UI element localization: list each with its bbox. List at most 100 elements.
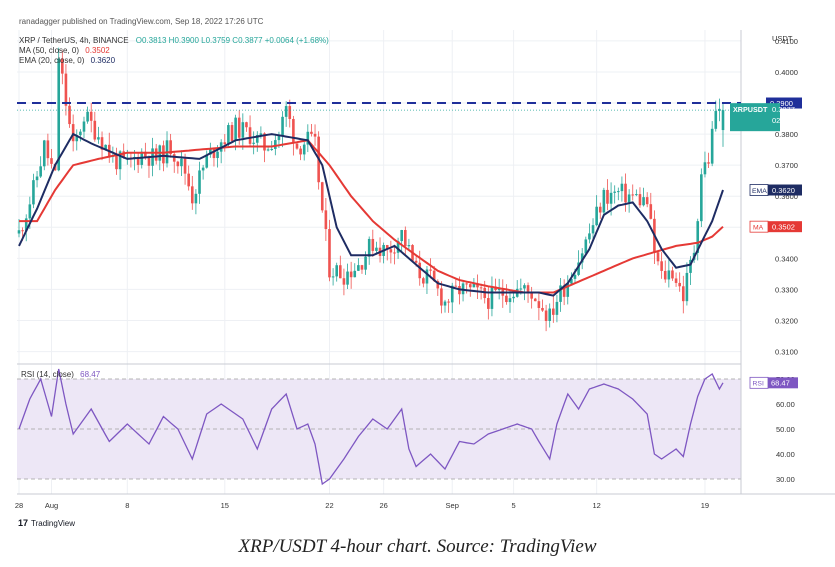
rsi-legend: RSI (14, close) 68.47 bbox=[21, 370, 101, 379]
candle-body bbox=[144, 151, 147, 157]
candle-body bbox=[248, 127, 252, 144]
ma-tag-text: MA bbox=[753, 224, 764, 231]
candle-body bbox=[357, 265, 360, 271]
candle-body bbox=[367, 238, 371, 257]
rsi-value-tag: RSI 68.47 bbox=[749, 376, 798, 389]
candle-body bbox=[136, 156, 140, 165]
symbol-line: XRP / TetherUS, 4h, BINANCE O0.3813 H0.3… bbox=[19, 36, 329, 45]
ema-price-tag: EMA 0.3620 bbox=[749, 184, 802, 196]
time-tick-label: 22 bbox=[325, 501, 333, 510]
candle-body bbox=[176, 161, 180, 167]
candle-body bbox=[97, 137, 100, 140]
candle-body bbox=[508, 298, 512, 303]
candle-body bbox=[548, 308, 552, 321]
candle-body bbox=[201, 167, 205, 171]
candle-body bbox=[414, 260, 418, 263]
price-tick-label: 0.3300 bbox=[775, 285, 798, 294]
candle-body bbox=[230, 125, 234, 141]
candle-body bbox=[552, 308, 555, 315]
time-tick-label: 28 bbox=[15, 501, 23, 510]
candle-body bbox=[721, 110, 725, 131]
candle-body bbox=[631, 194, 635, 196]
price-tick-label: 0.4100 bbox=[775, 37, 798, 46]
ema-value-text: 0.3620 bbox=[772, 186, 795, 195]
candle-body bbox=[400, 230, 403, 242]
candle-body bbox=[115, 155, 118, 170]
candle-body bbox=[559, 285, 562, 302]
candle-body bbox=[205, 154, 209, 168]
candle-body bbox=[147, 156, 151, 166]
time-tick-label: 15 bbox=[221, 501, 229, 510]
candle-body bbox=[277, 135, 281, 141]
candle-body bbox=[422, 278, 425, 284]
candle-body bbox=[533, 298, 537, 302]
time-tick-label: 12 bbox=[592, 501, 600, 510]
symbol-tag-text: XRPUSDT bbox=[733, 105, 768, 114]
candle-body bbox=[375, 247, 378, 251]
candle-body bbox=[537, 301, 541, 308]
candle-body bbox=[396, 241, 400, 253]
ma-price-tag: MA 0.3502 bbox=[749, 220, 802, 233]
candle-body bbox=[523, 285, 526, 289]
candle-body bbox=[270, 148, 274, 150]
candle-body bbox=[198, 170, 201, 194]
candle-body bbox=[245, 122, 248, 128]
countdown-text: 02:33:34 bbox=[772, 116, 801, 125]
candle-body bbox=[310, 131, 313, 134]
candle-body bbox=[169, 140, 172, 155]
resistance-price-text: 0.3900 bbox=[770, 99, 793, 108]
ema-tag-text: EMA bbox=[752, 188, 767, 195]
candle-body bbox=[162, 145, 165, 164]
candle-body bbox=[339, 265, 342, 279]
time-tick-label: 8 bbox=[125, 501, 129, 510]
candle-body bbox=[180, 158, 183, 167]
candle-body bbox=[620, 183, 624, 192]
candle-body bbox=[447, 301, 450, 303]
price-tick-label: 0.3100 bbox=[775, 348, 798, 357]
candle-body bbox=[35, 176, 39, 181]
xrpusdt-chart: ranadagger published on TradingView.com,… bbox=[14, 17, 835, 528]
candle-body bbox=[674, 278, 678, 283]
candle-body bbox=[584, 239, 588, 254]
candle-body bbox=[324, 210, 328, 230]
candle-body bbox=[606, 189, 609, 204]
candle-body bbox=[566, 283, 570, 297]
candle-body bbox=[183, 158, 187, 174]
candle-body bbox=[194, 193, 198, 204]
candle-body bbox=[591, 225, 595, 234]
candle-body bbox=[274, 140, 277, 149]
candle-body bbox=[389, 249, 393, 253]
candle-body bbox=[609, 192, 613, 204]
candle-body bbox=[32, 180, 35, 205]
candle-body bbox=[89, 111, 93, 121]
candle-body bbox=[526, 285, 530, 292]
ohlc-values: O0.3813 H0.3900 L0.3759 C0.3877 +0.0064 … bbox=[136, 36, 329, 45]
tv-brand-text: TradingView bbox=[31, 519, 75, 528]
candle-body bbox=[418, 262, 422, 279]
symbol-description: XRP / TetherUS, 4h, BINANCE bbox=[19, 36, 129, 45]
candle-body bbox=[710, 128, 714, 164]
rsi-tick-label: 50.00 bbox=[776, 425, 795, 434]
candle-body bbox=[17, 230, 21, 234]
candle-body bbox=[440, 288, 443, 306]
candle-body bbox=[266, 149, 270, 151]
candle-body bbox=[82, 121, 86, 132]
candle-body bbox=[624, 183, 627, 203]
last-price-tag: XRPUSDT 0.3877 02:33:34 bbox=[730, 103, 801, 132]
rsi-tick-label: 60.00 bbox=[776, 400, 795, 409]
price-tick-label: 0.3600 bbox=[775, 192, 798, 201]
candle-body bbox=[617, 191, 620, 193]
candle-body bbox=[306, 131, 310, 145]
candle-body bbox=[580, 253, 584, 263]
ema-legend-label: EMA (20, close, 0) bbox=[19, 56, 85, 65]
candle-body bbox=[331, 276, 335, 278]
candle-body bbox=[490, 286, 494, 309]
candle-body bbox=[227, 125, 230, 145]
time-axis-ticks: 28 Aug 8 15 22 26 Sep 5 12 19 bbox=[15, 501, 709, 510]
candle-body bbox=[118, 151, 122, 170]
candle-body bbox=[393, 252, 396, 254]
candle-body bbox=[638, 194, 642, 206]
price-tick-label: 0.3700 bbox=[775, 161, 798, 170]
candle-body bbox=[703, 162, 707, 175]
candle-body bbox=[530, 291, 533, 299]
